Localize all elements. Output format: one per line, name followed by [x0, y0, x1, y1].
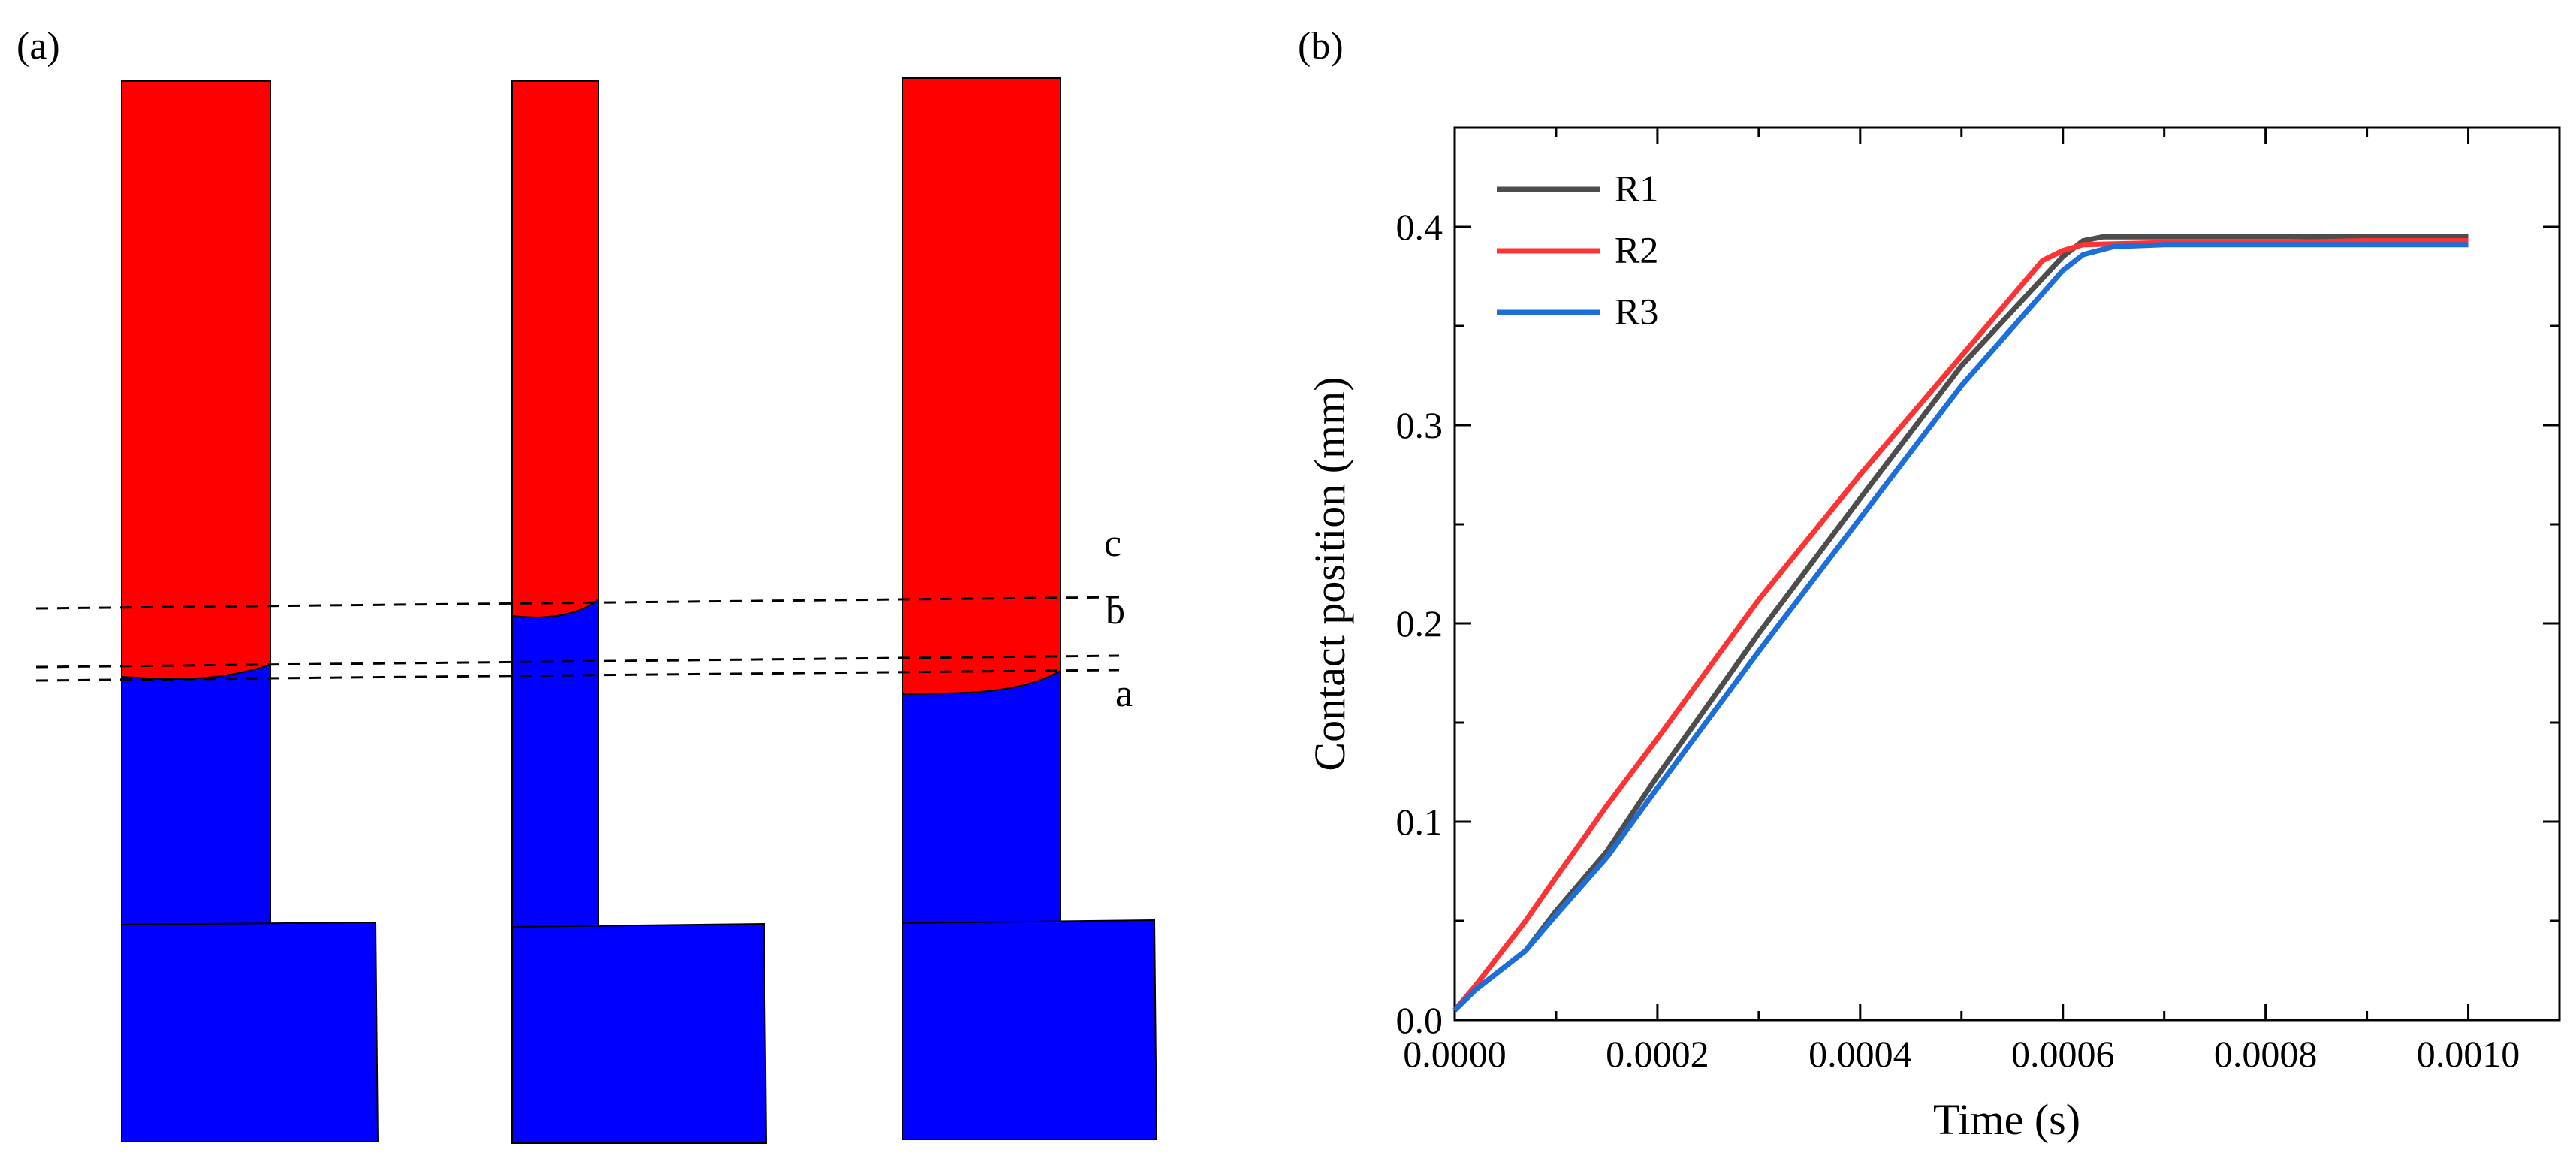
- panel-a-label: (a): [17, 25, 60, 68]
- column-2-upper-fluid: [511, 80, 599, 619]
- y-axis-title: Contact position (mm): [1305, 376, 1354, 771]
- panel-b-label: (b): [1298, 25, 1344, 68]
- line-label-c: c: [1104, 522, 1121, 565]
- plot-frame: [1453, 126, 2561, 1022]
- x-axis-title: Time (s): [1933, 1095, 2080, 1144]
- panel-a: (a) c b a: [17, 25, 1158, 1144]
- series-line-r2: [1452, 238, 2469, 1013]
- x-tick-label: 0.0008: [2214, 1033, 2318, 1075]
- column-3: [902, 77, 1158, 1140]
- series-lines: [1452, 234, 2469, 1013]
- x-tick-label: 0.0004: [1808, 1033, 1912, 1075]
- panel-b: (b) 0.0000 0.0002 0.0004 0.0006 0.0008 0.0010…: [1298, 25, 2561, 1144]
- x-tick-label: 0.0000: [1403, 1033, 1507, 1075]
- y-tick-label: 0.2: [1396, 602, 1443, 644]
- legend-label-r2: R2: [1615, 228, 1658, 270]
- column-1-lower-fluid: [121, 663, 271, 925]
- column-1-upper-fluid: [121, 80, 271, 681]
- y-tick-label: 0.3: [1396, 404, 1443, 446]
- legend: R1 R2 R3: [1497, 167, 1658, 332]
- line-label-a: a: [1115, 672, 1133, 715]
- x-tick-label: 0.0010: [2417, 1033, 2520, 1075]
- line-label-b: b: [1106, 590, 1125, 632]
- column-3-upper-fluid: [902, 77, 1061, 696]
- column-1: [121, 80, 379, 1142]
- column-1-base-block: [121, 921, 379, 1142]
- y-tick-label: 0.1: [1396, 801, 1443, 843]
- column-2: [511, 80, 768, 1144]
- legend-label-r1: R1: [1615, 167, 1658, 209]
- column-3-base-block: [902, 919, 1158, 1140]
- legend-label-r3: R3: [1615, 290, 1658, 332]
- column-3-lower-fluid: [902, 669, 1061, 924]
- series-line-r3: [1452, 242, 2469, 1013]
- column-2-base-block: [511, 922, 768, 1144]
- y-tick-label: 0.0: [1396, 999, 1443, 1041]
- y-tick-label: 0.4: [1396, 206, 1443, 248]
- x-tick-label: 0.0002: [1606, 1033, 1709, 1075]
- column-2-lower-fluid: [511, 597, 599, 928]
- x-tick-label: 0.0006: [2011, 1033, 2115, 1075]
- axis-ticks: 0.0000 0.0002 0.0004 0.0006 0.0008 0.0010 0.0 0…: [1396, 128, 2559, 1075]
- line-chart: 0.0000 0.0002 0.0004 0.0006 0.0008 0.0010 0.0 0…: [1305, 126, 2561, 1144]
